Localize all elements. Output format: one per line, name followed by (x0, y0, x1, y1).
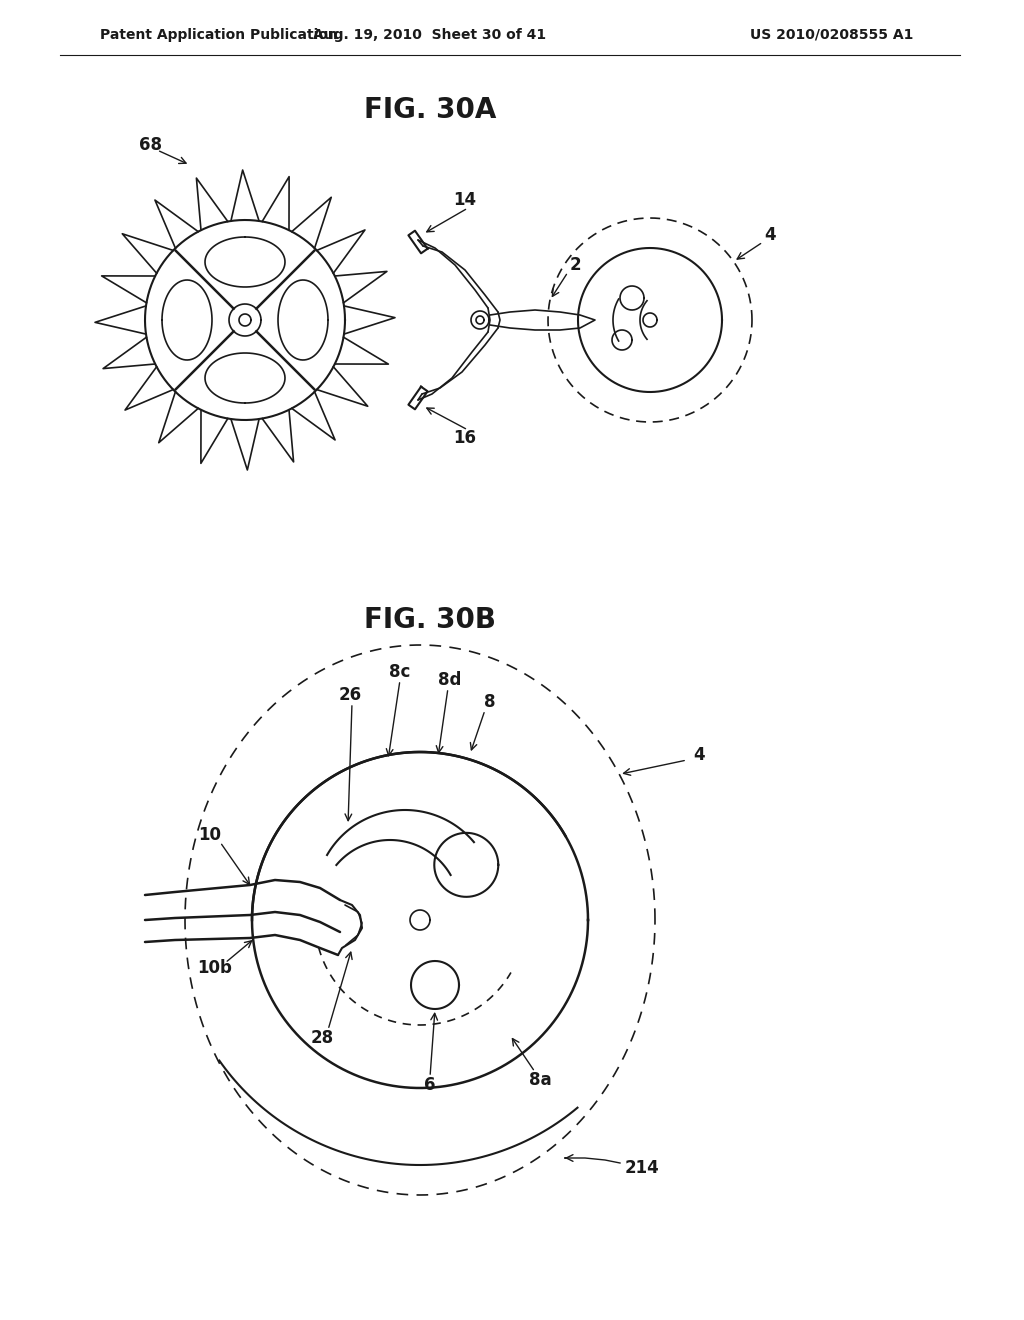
Text: 16: 16 (454, 429, 476, 447)
Text: 28: 28 (310, 1030, 334, 1047)
Text: 8d: 8d (438, 671, 462, 689)
Text: 214: 214 (625, 1159, 659, 1177)
Text: US 2010/0208555 A1: US 2010/0208555 A1 (750, 28, 913, 42)
Text: Patent Application Publication: Patent Application Publication (100, 28, 338, 42)
Text: 68: 68 (138, 136, 162, 154)
Text: 8a: 8a (528, 1071, 551, 1089)
Text: 14: 14 (454, 191, 476, 209)
Text: 4: 4 (693, 746, 705, 764)
Text: 6: 6 (424, 1076, 436, 1094)
Text: 2: 2 (569, 256, 581, 275)
Text: 4: 4 (764, 226, 776, 244)
Text: 10: 10 (199, 826, 221, 843)
Text: FIG. 30A: FIG. 30A (364, 96, 497, 124)
Text: 8: 8 (484, 693, 496, 711)
Text: 26: 26 (339, 686, 361, 704)
Text: FIG. 30B: FIG. 30B (364, 606, 496, 634)
Text: 10b: 10b (198, 960, 232, 977)
Text: 8c: 8c (389, 663, 411, 681)
Text: Aug. 19, 2010  Sheet 30 of 41: Aug. 19, 2010 Sheet 30 of 41 (313, 28, 547, 42)
